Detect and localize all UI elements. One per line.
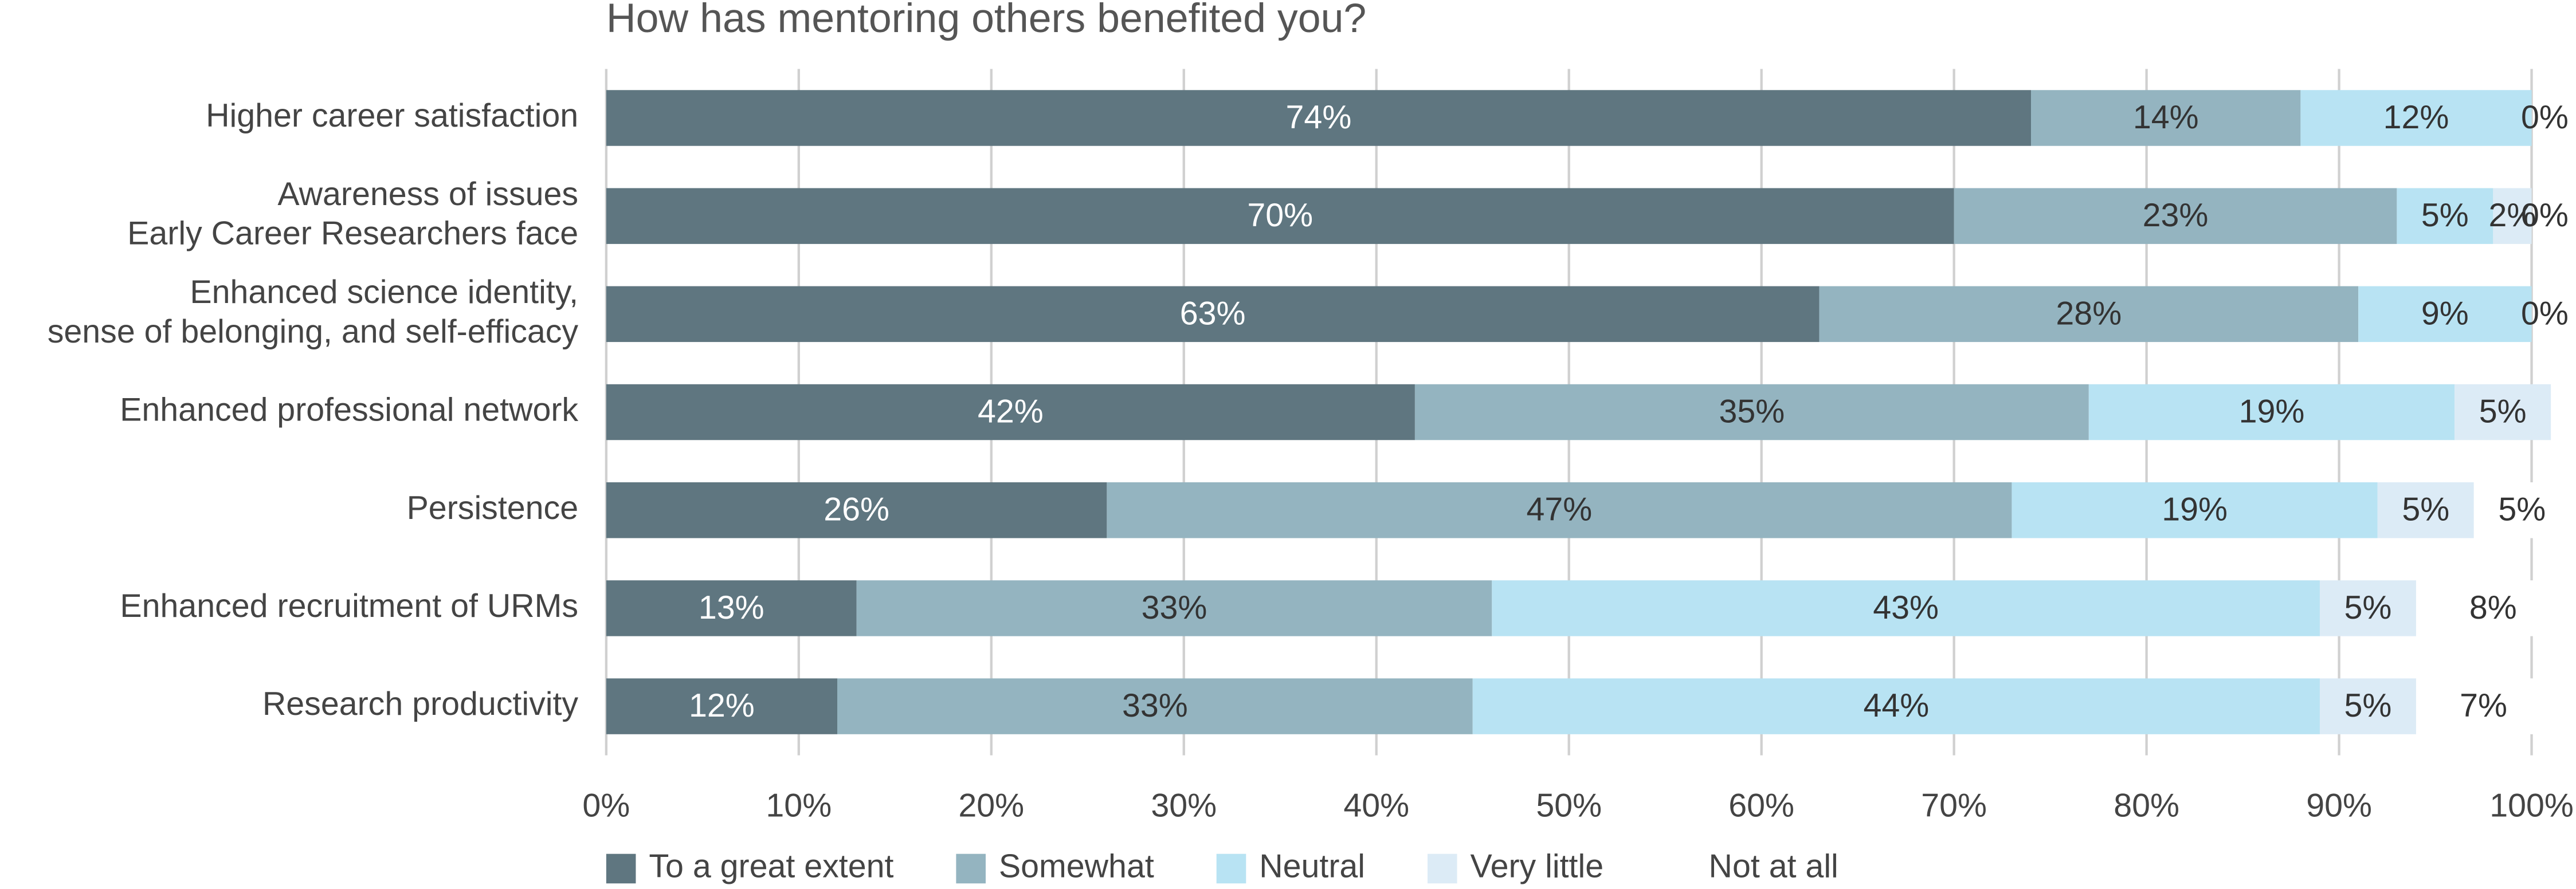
data-label: 33% <box>1142 589 1207 626</box>
data-label: 43% <box>1873 589 1939 626</box>
x-tick-label: 100% <box>2489 788 2574 824</box>
data-label: 5% <box>2479 394 2527 430</box>
data-label: 5% <box>2344 589 2392 626</box>
bar-segment <box>1954 188 2397 244</box>
data-label: 23% <box>2143 197 2209 234</box>
bar-segment <box>606 286 1820 343</box>
x-tick-label: 20% <box>958 788 1024 824</box>
legend-swatch <box>606 853 636 884</box>
bar-segment <box>2012 482 2378 538</box>
data-label: 70% <box>1247 197 1313 234</box>
bar-segment <box>1472 678 2320 734</box>
bar-segment <box>856 580 1492 636</box>
y-tick-label: Higher career satisfaction <box>206 97 578 134</box>
x-tick-label: 90% <box>2306 788 2372 824</box>
y-tick-label: Early Career Researchers face <box>127 215 578 252</box>
data-label: 13% <box>699 589 764 626</box>
data-label: 0% <box>2521 197 2569 234</box>
bar-segment <box>606 678 838 734</box>
legend-label: Somewhat <box>999 848 1154 885</box>
bar-segment <box>606 384 1415 440</box>
y-tick-label: Enhanced professional network <box>120 392 578 428</box>
y-tick-label: Research productivity <box>262 686 579 722</box>
data-label: 35% <box>1719 394 1785 430</box>
data-label: 8% <box>2469 589 2517 626</box>
bar-segment <box>1414 384 2089 440</box>
y-tick-label: sense of belonging, and self-efficacy <box>48 313 579 350</box>
legend-swatch <box>1427 853 1457 884</box>
x-tick-label: 40% <box>1343 788 1409 824</box>
x-tick-label: 60% <box>1728 788 1794 824</box>
bar-segment <box>2455 384 2551 440</box>
data-label: 5% <box>2498 491 2546 528</box>
chart-title: How has mentoring others benefited you? <box>606 0 1366 41</box>
data-label: 26% <box>824 491 889 528</box>
legend-swatch <box>956 853 986 884</box>
data-label: 14% <box>2133 99 2199 136</box>
data-label: 5% <box>2344 687 2392 724</box>
data-label: 47% <box>1527 491 1593 528</box>
data-label: 5% <box>2421 197 2469 234</box>
data-label: 42% <box>978 394 1044 430</box>
bar-segment <box>606 188 1954 244</box>
data-label: 63% <box>1180 295 1246 332</box>
data-label: 19% <box>2162 491 2228 528</box>
bar-segment <box>1819 286 2359 343</box>
bar-segment <box>2377 482 2474 538</box>
bar-segment <box>606 90 2032 146</box>
bar-segment <box>2088 384 2455 440</box>
legend-swatch <box>1216 853 1246 884</box>
x-tick-label: 30% <box>1151 788 1217 824</box>
legend-label: To a great extent <box>649 848 893 885</box>
bar-segment <box>2473 482 2570 538</box>
bar-segment <box>2319 580 2416 636</box>
bar-segment <box>2397 188 2493 244</box>
bar-segment <box>2300 90 2532 146</box>
bar-segment <box>1492 580 2320 636</box>
data-label: 0% <box>2521 99 2569 136</box>
data-label: 44% <box>1863 687 1929 724</box>
bar-segment <box>2416 678 2551 734</box>
data-label: 74% <box>1286 99 1352 136</box>
x-tick-label: 10% <box>766 788 832 824</box>
y-tick-label: Enhanced science identity, <box>190 274 578 310</box>
legend-swatch <box>1666 853 1696 884</box>
data-label: 12% <box>2383 99 2449 136</box>
data-label: 28% <box>2056 295 2122 332</box>
bar-segment <box>2358 286 2532 343</box>
bar-segment <box>606 482 1107 538</box>
data-label: 33% <box>1122 687 1188 724</box>
data-label: 7% <box>2460 687 2507 724</box>
x-tick-label: 70% <box>1921 788 1987 824</box>
x-tick-label: 0% <box>582 788 630 824</box>
y-tick-label: Awareness of issues <box>277 176 578 213</box>
bar-segment <box>2493 188 2532 244</box>
data-label: 12% <box>689 687 755 724</box>
data-label: 2% <box>2489 197 2536 234</box>
y-tick-label: Enhanced recruitment of URMs <box>120 588 578 624</box>
bar-segment <box>2416 580 2570 636</box>
data-label: 19% <box>2239 394 2305 430</box>
data-label: 9% <box>2421 295 2469 332</box>
x-tick-label: 80% <box>2114 788 2179 824</box>
bar-segment <box>1107 482 2012 538</box>
data-label: 0% <box>2521 295 2569 332</box>
y-tick-label: Persistence <box>407 490 579 526</box>
data-label: 5% <box>2402 491 2449 528</box>
legend-label: Not at all <box>1709 848 1838 885</box>
bar-segment <box>2319 678 2416 734</box>
bar-segment <box>606 580 857 636</box>
bar-segment <box>837 678 1473 734</box>
x-tick-label: 50% <box>1536 788 1602 824</box>
legend-label: Neutral <box>1259 848 1365 885</box>
bar-segment <box>2031 90 2301 146</box>
legend-label: Very little <box>1471 848 1604 885</box>
